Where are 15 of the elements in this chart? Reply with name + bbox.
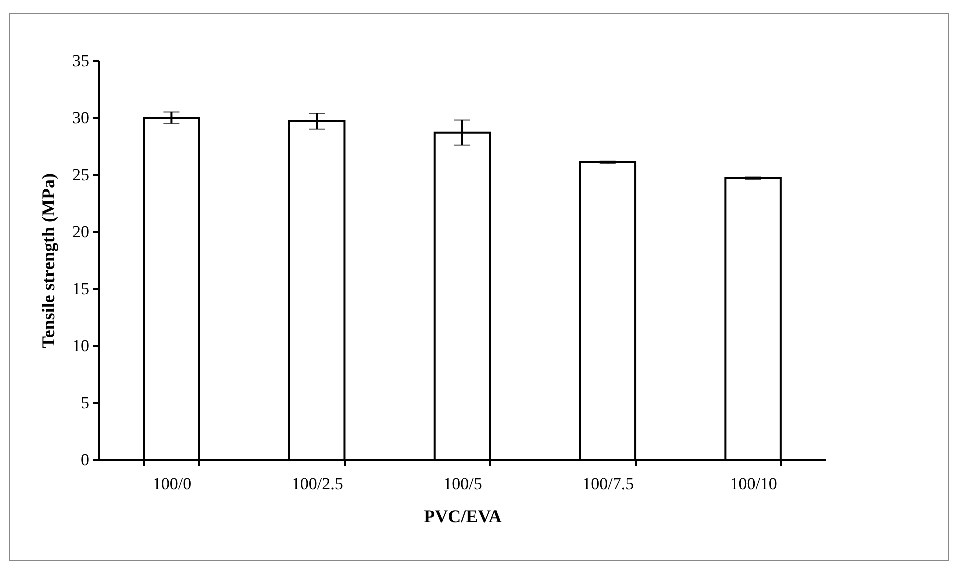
y-tick-label: 30: [72, 108, 90, 128]
x-tick-label: 100/10: [730, 474, 778, 494]
x-tick-label: 100/0: [152, 474, 192, 494]
x-axis-title: PVC/EVA: [424, 506, 502, 526]
x-tick-label: 100/2.5: [292, 474, 344, 494]
x-tick-label: 100/5: [444, 474, 482, 494]
y-tick-label: 10: [72, 336, 90, 356]
y-tick-label: 5: [81, 394, 90, 412]
x-tick-label: 100/7.5: [582, 474, 634, 494]
y-tick-label: 0: [81, 450, 90, 470]
y-tick-label: 15: [72, 280, 90, 298]
y-tick-label: 35: [72, 52, 90, 70]
y-tick-label: 20: [72, 222, 90, 242]
y-tick-label: 25: [72, 166, 90, 184]
y-axis-title: Tensile strength (MPa): [38, 174, 58, 348]
